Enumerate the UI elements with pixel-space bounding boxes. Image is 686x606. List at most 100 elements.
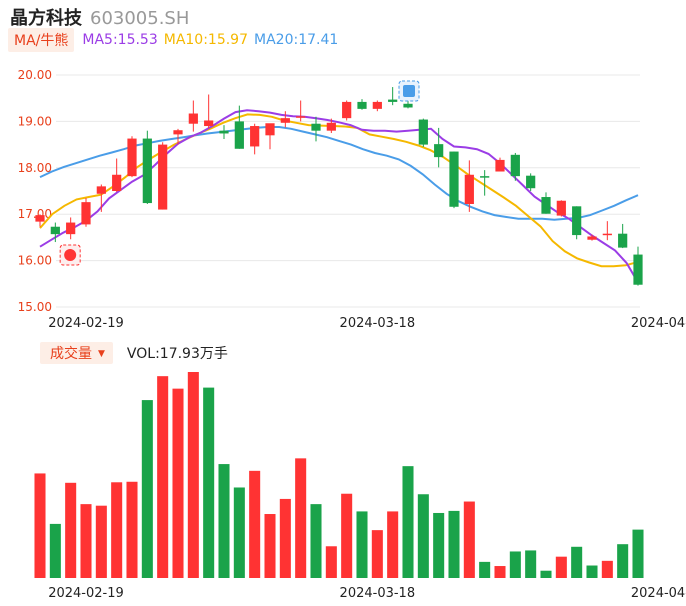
candle-body <box>311 123 321 131</box>
x-tick-label: 2024-04-16 <box>631 316 686 331</box>
volume-bar <box>356 511 368 578</box>
candle-body <box>556 200 566 216</box>
candle-body <box>66 222 76 235</box>
volume-bar <box>187 372 199 578</box>
candle <box>112 158 122 192</box>
candle-body <box>526 175 536 189</box>
moving-average-lines <box>39 109 639 283</box>
candle <box>96 184 106 212</box>
candle-body <box>372 101 382 109</box>
volume-bar <box>571 546 583 578</box>
volume-bar <box>218 464 230 578</box>
volume-bar <box>95 505 107 578</box>
volume-indicator-dropdown[interactable]: 成交量 ▼ <box>40 342 113 364</box>
candle <box>357 99 367 110</box>
candle <box>50 222 60 243</box>
candle <box>296 100 306 122</box>
candle-body <box>342 101 352 119</box>
candlestick-series <box>35 87 643 286</box>
volume-bar <box>141 400 153 578</box>
candle-body <box>50 226 60 235</box>
volume-bar <box>433 512 445 578</box>
volume-bar <box>448 510 460 578</box>
candle <box>633 246 643 286</box>
candle-body <box>35 215 45 222</box>
candle-body <box>449 151 459 207</box>
candle-body <box>403 103 413 108</box>
candle-body <box>326 122 336 131</box>
volume-bar <box>601 560 613 578</box>
volume-bar-series <box>34 372 644 578</box>
candle-body <box>265 123 275 136</box>
candle <box>81 197 91 227</box>
x-tick-label: 2024-02-19 <box>48 316 124 331</box>
candle <box>66 217 76 240</box>
candle-body <box>250 126 260 147</box>
candle-body <box>173 130 183 135</box>
candle-body <box>495 159 505 172</box>
volume-x-axis: 2024-02-19 2024-03-18 2024-04-16 <box>48 586 686 601</box>
candle-body <box>541 197 551 214</box>
ma20-legend: MA20:17.41 <box>254 32 339 48</box>
volume-bar <box>417 494 429 578</box>
candle <box>158 142 168 210</box>
candle <box>234 105 244 149</box>
candle <box>418 118 428 147</box>
candle <box>35 214 45 227</box>
volume-bar <box>172 388 184 578</box>
volume-bar <box>555 556 567 578</box>
candle <box>280 111 290 128</box>
candle-body <box>357 101 367 109</box>
candle <box>495 157 505 172</box>
candle-body <box>158 144 168 210</box>
candle <box>265 123 275 150</box>
volume-bar <box>65 482 77 578</box>
volume-bar <box>295 458 307 578</box>
candle <box>510 152 520 181</box>
candle <box>464 160 474 212</box>
volume-bar <box>203 387 215 578</box>
volume-bar <box>325 546 337 578</box>
stock-header: 晶方科技 603005.SH <box>10 4 189 29</box>
candle-body <box>142 138 152 204</box>
candle-body <box>234 121 244 149</box>
volume-bar <box>632 529 644 578</box>
ma20-line <box>39 126 639 221</box>
y-tick-label: 19.00 <box>18 114 52 128</box>
volume-bar <box>233 487 245 578</box>
stock-name: 晶方科技 <box>10 8 82 29</box>
volume-value: VOL:17.93万手 <box>126 346 228 362</box>
candle <box>556 200 566 217</box>
candle-body <box>127 138 137 177</box>
candle <box>342 100 352 121</box>
volume-bar <box>586 565 598 578</box>
candle-body <box>633 254 643 285</box>
candle <box>372 100 382 112</box>
candle-body <box>219 130 229 134</box>
candle <box>326 118 336 133</box>
bear-icon-dot <box>403 85 415 97</box>
volume-bar <box>494 566 506 578</box>
y-tick-label: 16.00 <box>18 254 52 268</box>
y-tick-label: 18.00 <box>18 161 52 175</box>
x-tick-label: 2024-03-18 <box>340 316 416 331</box>
candle <box>572 206 582 240</box>
candle-body <box>572 206 582 236</box>
volume-bar <box>49 523 61 578</box>
candle <box>449 151 459 209</box>
x-tick-label: 2024-03-18 <box>340 586 416 601</box>
candle <box>142 130 152 204</box>
volume-bar <box>402 466 414 578</box>
candle <box>127 136 137 178</box>
volume-bar <box>111 482 123 578</box>
candle <box>311 116 321 142</box>
candle-body <box>464 174 474 204</box>
candle-body <box>188 113 198 124</box>
volume-bar <box>387 511 399 578</box>
ma-toggle-button[interactable]: MA/牛熊 <box>8 28 75 52</box>
price-x-axis: 2024-02-19 2024-03-18 2024-04-16 <box>48 316 686 331</box>
volume-bar <box>509 551 521 578</box>
ma5-legend: MA5:15.53 <box>82 32 158 48</box>
candle-body <box>388 99 398 102</box>
candle-body <box>434 144 444 158</box>
